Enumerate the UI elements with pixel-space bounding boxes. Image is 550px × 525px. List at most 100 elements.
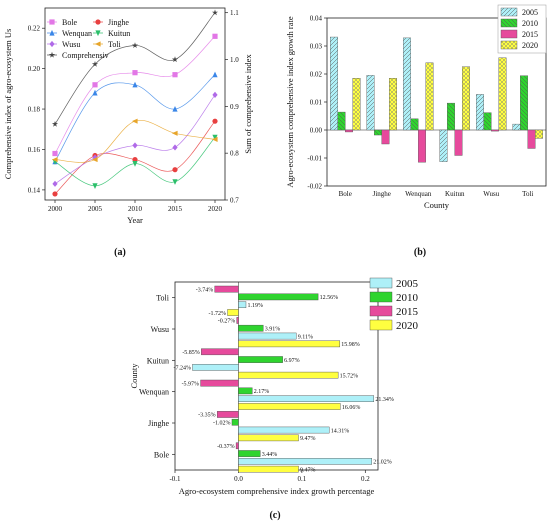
panel-label-a: (a) <box>114 247 126 258</box>
y2-tick-label: 0.9 <box>230 103 239 111</box>
data-point-wusu <box>172 144 178 151</box>
legend-swatch-2020 <box>369 319 393 331</box>
y2-tick-label: 0.8 <box>230 150 239 158</box>
y-tick-label: 0.16 <box>28 146 41 154</box>
bar-2020-wusu <box>498 57 507 131</box>
bar-2005-bole <box>238 458 372 465</box>
legend-label-2010: 2010 <box>522 19 538 28</box>
panel-label-b: (b) <box>414 247 426 258</box>
data-label-2020-toli: -1.72% <box>209 311 227 317</box>
y-tick-label: Toli <box>156 294 170 303</box>
data-point-jinghe <box>212 118 218 124</box>
x-tick-label: 2010 <box>128 205 143 213</box>
bar-2005-kuitun <box>439 129 448 162</box>
bar-2010-bole <box>238 450 261 457</box>
data-label-2015-kuitun: -5.85% <box>182 350 200 356</box>
x-axis-title: Year <box>127 215 143 225</box>
y-tick-label: 0.22 <box>28 25 41 33</box>
data-point-jinghe <box>52 191 58 197</box>
bar-2010-toli <box>520 75 528 131</box>
bar-2010-jinghe <box>374 129 382 136</box>
data-label-2005-wusu: 9.11% <box>298 334 313 340</box>
legend-label-jinghe: Jinghe <box>108 18 129 27</box>
bar-2005-wenquan <box>238 395 375 403</box>
data-label-2015-toli: -3.74% <box>196 287 214 293</box>
legend-label-kuitun: Kuitun <box>108 29 130 38</box>
data-point-kuitun <box>212 134 218 141</box>
y2-tick-label: 1.0 <box>230 56 239 64</box>
x-tick-label: 0.0 <box>234 475 243 483</box>
bar-2010-toli <box>238 293 319 301</box>
data-point-comprehensiv <box>171 56 179 63</box>
bar-2005-toli <box>512 123 521 131</box>
bar-2005-kuitun <box>192 364 239 371</box>
y2-tick-label: 1.1 <box>230 9 239 17</box>
y-tick-label: Kuitun <box>147 356 169 365</box>
legend-swatch-2020 <box>500 40 518 50</box>
bar-2020-toli <box>227 309 239 316</box>
legend-label-2015: 2015 <box>396 306 419 318</box>
legend-marker-comprehensiv <box>48 51 56 58</box>
x-tick-label: -0.1 <box>169 475 181 483</box>
bar-2005-bole <box>330 36 338 131</box>
y-tick-label: Wenquan <box>139 388 169 397</box>
data-point-bole <box>52 150 58 157</box>
data-label-2005-wenquan: 21.34% <box>375 397 394 403</box>
legend-swatch-2005 <box>500 7 518 17</box>
x-tick-label: Bole <box>339 190 352 198</box>
data-label-2010-toli: 12.56% <box>320 295 339 301</box>
bar-2020-wusu <box>238 340 341 348</box>
data-label-2020-jinghe: 9.47% <box>300 436 316 442</box>
bar-2010-wenquan <box>410 118 419 131</box>
data-point-toli <box>131 118 138 124</box>
data-label-2010-kuitun: 6.97% <box>284 358 300 364</box>
legend-label-2020: 2020 <box>396 320 419 332</box>
y-tick-label: -0.02 <box>307 183 322 191</box>
x-tick-label: 0.1 <box>298 475 307 483</box>
bar-2010-bole <box>337 111 346 131</box>
data-point-comprehensiv <box>91 61 99 67</box>
bar-2005-jinghe <box>238 426 330 434</box>
bar-2005-toli <box>238 301 247 309</box>
series-line-toli <box>54 119 216 163</box>
legend-marker-toli <box>94 41 101 47</box>
legend-swatch-2010 <box>369 291 393 303</box>
y-tick-label: 0.18 <box>28 106 41 114</box>
data-label-2015-wenquan: -5.97% <box>182 381 200 387</box>
data-point-kuitun <box>92 183 98 189</box>
bar-2010-wusu <box>483 112 492 131</box>
x-axis-title: Agro-ecosystem comprehensive index growt… <box>179 486 375 496</box>
data-label-2010-jinghe: -1.02% <box>213 421 231 427</box>
data-point-comprehensiv <box>51 120 59 127</box>
legend-swatch-2010 <box>500 18 518 28</box>
bar-2005-wusu <box>238 332 297 340</box>
y-tick-label: -0.01 <box>307 155 322 163</box>
data-label-2015-jinghe: -3.35% <box>198 413 216 419</box>
x-tick-label: Jinghe <box>373 190 391 198</box>
x-tick-label: Wenquan <box>405 190 432 198</box>
y-tick-label: Jinghe <box>148 419 169 428</box>
panel-label-c: (c) <box>269 510 280 521</box>
data-point-bole <box>132 70 138 76</box>
y-tick-label: 0.03 <box>310 43 323 51</box>
bar-2005-jinghe <box>366 75 375 131</box>
data-point-wusu <box>52 180 58 187</box>
data-point-toli <box>51 156 58 163</box>
y-tick-label: Bole <box>154 450 170 459</box>
x-tick-label: Wusu <box>483 190 500 198</box>
legend-label-bole: Bole <box>62 18 78 27</box>
bar-2005-wenquan <box>403 37 411 131</box>
legend-marker-jinghe <box>95 19 101 25</box>
legend-label-2015: 2015 <box>522 30 538 39</box>
data-point-jinghe <box>172 167 178 173</box>
data-point-kuitun <box>132 161 138 167</box>
bar-2015-toli <box>527 129 536 149</box>
data-label-2020-wenquan: 16.06% <box>342 405 361 411</box>
bar-2015-kuitun <box>454 129 463 156</box>
panel-c-horizontal-bar-chart: -0.1 0.0 0.1 0.2 Bole -0.37% 3.44% 21.02% 9.47% J… <box>129 277 419 496</box>
data-label-2015-wusu: -0.27% <box>218 319 236 325</box>
legend-label-comprehensiv: Comprehensiv <box>62 51 109 60</box>
x-tick-label: 0.2 <box>361 475 370 483</box>
legend-marker-wusu <box>49 40 55 48</box>
bar-2010-wusu <box>238 324 264 332</box>
